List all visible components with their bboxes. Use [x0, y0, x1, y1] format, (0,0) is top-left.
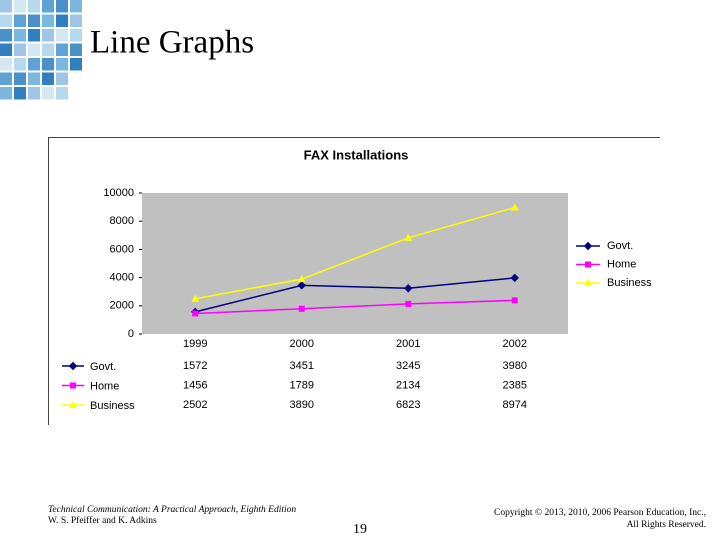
deco-square	[0, 58, 12, 71]
footer-left: W. S. Pfeiffer and K. Adkins	[48, 515, 157, 526]
table-value: 3980	[503, 360, 527, 372]
table-series-name: Business	[90, 400, 135, 412]
table-value: 3245	[396, 360, 420, 372]
deco-square	[56, 87, 68, 100]
x-tick-label: 2001	[396, 338, 420, 350]
deco-square	[70, 14, 82, 27]
y-tick-label: 2000	[110, 300, 134, 312]
footer-right: Copyright © 2013, 2010, 2006 Pearson Edu…	[494, 507, 706, 518]
page-number: 19	[353, 522, 367, 537]
footer-left: Technical Communication: A Practical App…	[48, 505, 296, 515]
deco-square	[28, 14, 40, 27]
deco-square	[0, 0, 12, 13]
deco-square	[42, 58, 54, 71]
deco-square	[14, 72, 26, 85]
point	[404, 233, 413, 241]
deco-square	[70, 58, 82, 71]
deco-square	[70, 43, 82, 56]
table-value: 6823	[396, 399, 420, 411]
point	[297, 281, 306, 290]
point	[510, 203, 519, 211]
x-tick-label: 1999	[183, 338, 207, 350]
deco-square	[70, 0, 82, 13]
y-tick-label: 8000	[110, 215, 134, 227]
point	[69, 401, 77, 408]
table-value: 8974	[503, 399, 527, 411]
point	[585, 261, 591, 268]
point	[584, 279, 592, 286]
table-value: 1789	[290, 379, 314, 391]
series-line	[195, 277, 515, 313]
deco-square	[0, 14, 12, 27]
deco-square	[56, 29, 68, 42]
deco-square	[14, 43, 26, 56]
deco-square	[42, 0, 54, 13]
deco-square	[56, 58, 68, 71]
deco-square	[0, 43, 12, 56]
deco-square	[42, 14, 54, 27]
deco-square	[28, 87, 40, 100]
deco-square	[28, 0, 40, 13]
deco-square	[14, 58, 26, 71]
table-value: 1456	[183, 379, 207, 391]
point	[404, 284, 413, 293]
point	[405, 300, 412, 307]
point	[70, 382, 76, 389]
chart-title: FAX Installations	[304, 147, 409, 162]
deco-square	[56, 43, 68, 56]
point	[191, 294, 200, 302]
table-value: 2502	[183, 399, 207, 411]
corner-decoration	[0, 0, 82, 100]
deco-square	[28, 58, 40, 71]
deco-square	[28, 43, 40, 56]
legend-label: Business	[607, 277, 652, 289]
deco-square	[56, 0, 68, 13]
footer-right: All Rights Reserved.	[627, 520, 706, 530]
deco-square	[14, 87, 26, 100]
point	[298, 305, 305, 312]
point	[192, 310, 199, 317]
point	[583, 241, 593, 251]
point	[68, 361, 78, 371]
table-value: 1572	[183, 360, 207, 372]
legend-label: Govt.	[607, 240, 633, 252]
table-value: 2134	[396, 379, 420, 391]
x-tick-label: 2000	[290, 338, 314, 350]
table-series-name: Home	[90, 380, 119, 392]
deco-square	[14, 14, 26, 27]
table-value: 3890	[290, 399, 314, 411]
table-series-name: Govt.	[90, 361, 116, 373]
deco-square	[42, 29, 54, 42]
deco-square	[42, 87, 54, 100]
point	[511, 297, 518, 304]
deco-square	[0, 29, 12, 42]
deco-square	[56, 14, 68, 27]
y-tick-label: 6000	[110, 243, 134, 255]
deco-square	[56, 72, 68, 85]
y-tick-label: 10000	[103, 187, 134, 199]
series-line	[195, 299, 515, 315]
legend-label: Home	[607, 258, 636, 270]
deco-square	[42, 43, 54, 56]
deco-square	[28, 29, 40, 42]
x-tick-label: 2002	[503, 338, 527, 350]
point	[297, 275, 306, 283]
deco-square	[14, 29, 26, 42]
table-value: 2385	[503, 379, 527, 391]
deco-square	[70, 29, 82, 42]
table-value: 3451	[290, 360, 314, 372]
point	[510, 273, 519, 283]
y-tick-label: 4000	[110, 272, 134, 284]
slide-title: Line Graphs	[90, 25, 254, 61]
deco-square	[28, 72, 40, 85]
series-line	[195, 206, 515, 300]
plot-area	[142, 193, 568, 334]
y-tick-label: 0	[128, 328, 134, 340]
deco-square	[0, 72, 12, 85]
deco-square	[42, 72, 54, 85]
deco-square	[0, 87, 12, 100]
deco-square	[14, 0, 26, 13]
